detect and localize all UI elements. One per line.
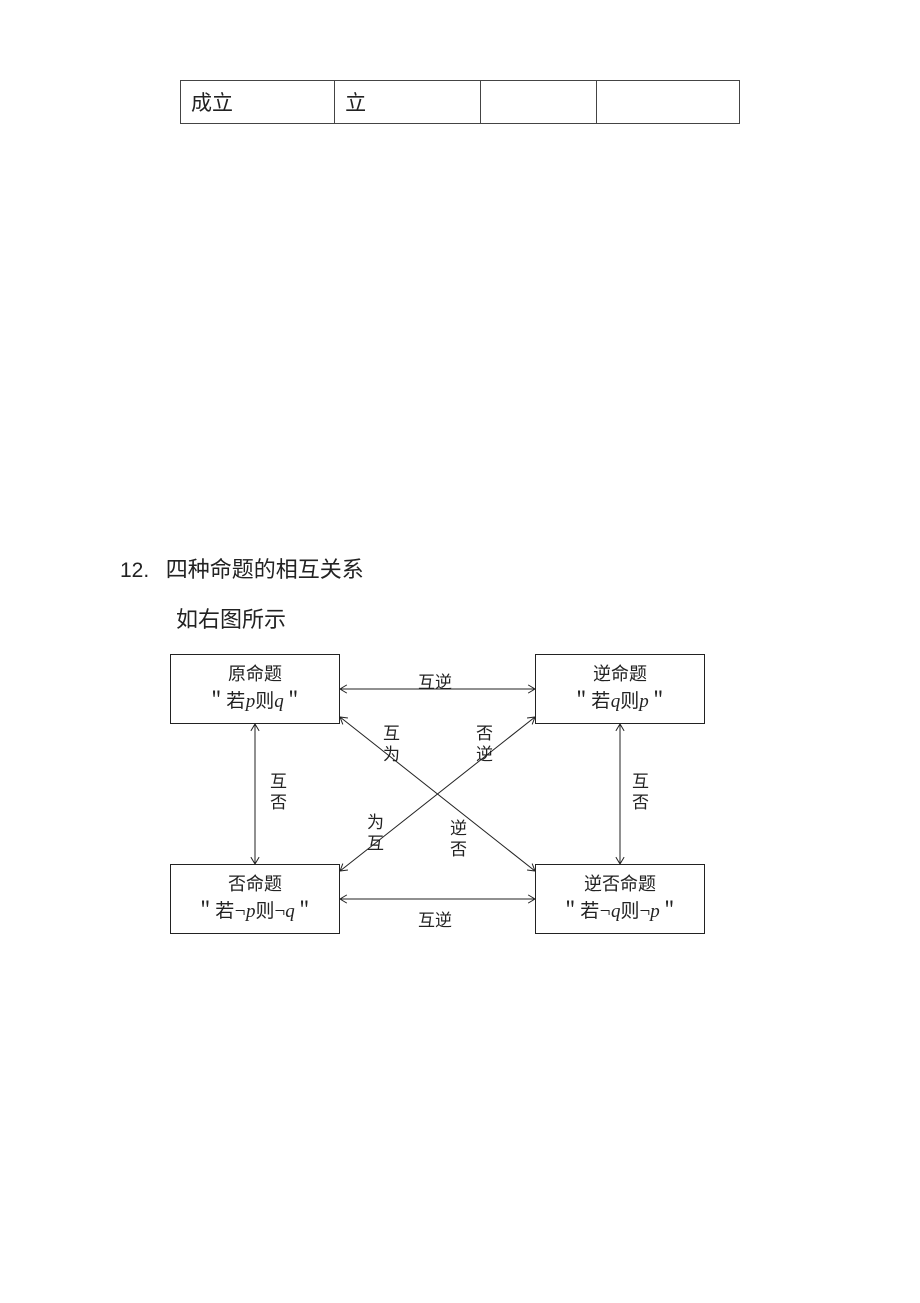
edge-label: 为互 — [367, 812, 384, 855]
node-title: 原命题 — [171, 661, 339, 688]
edge-label: 互否 — [632, 771, 649, 814]
edge-label: 互逆 — [418, 668, 452, 693]
node-expression: ＂若q则p＂ — [536, 688, 704, 717]
fragment-table: 成立 立 — [180, 80, 740, 124]
heading-number: 12. — [120, 559, 149, 582]
cell-3 — [480, 81, 597, 124]
heading-subtitle: 如右图所示 — [176, 602, 800, 634]
node-expression: ＂若¬p则¬q＂ — [171, 898, 339, 927]
edge-label: 逆否 — [450, 818, 467, 861]
node-title: 逆命题 — [536, 661, 704, 688]
node-expression: ＂若¬q则¬p＂ — [536, 898, 704, 927]
node-inverse-negation: 逆否命题 ＂若¬q则¬p＂ — [535, 864, 705, 934]
cell-1: 成立 — [181, 81, 335, 124]
edge-label: 否逆 — [476, 723, 493, 766]
node-expression: ＂若p则q＂ — [171, 688, 339, 717]
node-title: 否命题 — [171, 871, 339, 898]
cell-4 — [597, 81, 740, 124]
node-negation: 否命题 ＂若¬p则¬q＂ — [170, 864, 340, 934]
edge-label: 互否 — [270, 771, 287, 814]
heading-title: 四种命题的相互关系 — [166, 557, 364, 582]
node-original: 原命题 ＂若p则q＂ — [170, 654, 340, 724]
node-inverse: 逆命题 ＂若q则p＂ — [535, 654, 705, 724]
node-title: 逆否命题 — [536, 871, 704, 898]
proposition-diagram: 原命题 ＂若p则q＂ 逆命题 ＂若q则p＂ 否命题 ＂若¬p则¬q＂ 逆否命题 … — [140, 654, 730, 974]
section-heading: 12. 四种命题的相互关系 — [120, 552, 800, 584]
cell-2: 立 — [335, 81, 480, 124]
table-row: 成立 立 — [181, 81, 740, 124]
edge-label: 互逆 — [418, 906, 452, 931]
edge-label: 互为 — [383, 723, 400, 766]
